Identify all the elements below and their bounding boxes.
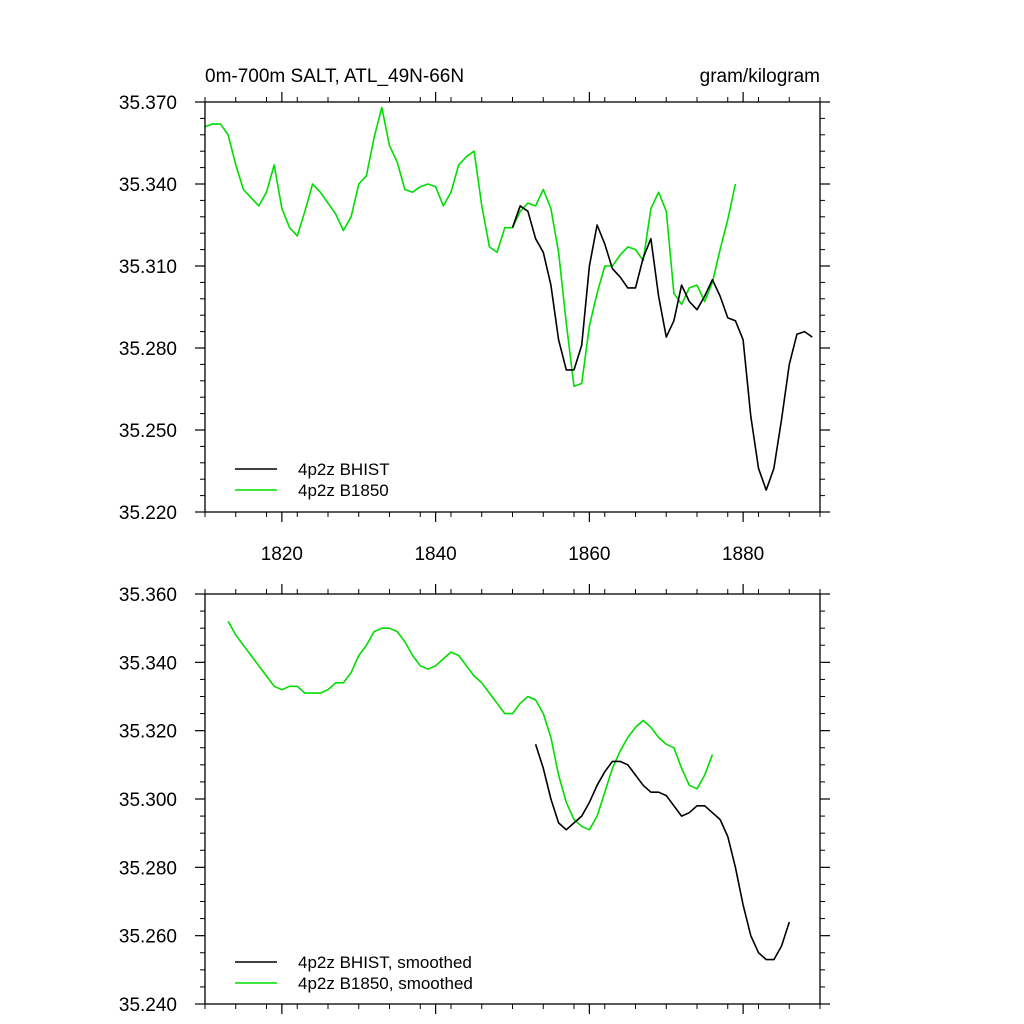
y-tick-label: 35.280 bbox=[119, 339, 177, 360]
y-tick-label: 35.370 bbox=[119, 93, 177, 114]
bottom-axes: 35.240 35.260 35.280 35.300 35.320 35.340 35.3… bbox=[119, 584, 830, 1016]
bottom-plot-frame bbox=[204, 593, 821, 1005]
top-title-right: gram/kilogram bbox=[700, 66, 820, 87]
x-tick-label: 1820 bbox=[261, 544, 303, 565]
y-tick-label: 35.250 bbox=[119, 421, 177, 442]
y-tick-label: 35.310 bbox=[119, 257, 177, 278]
legend-label-b1850-smoothed: 4p2z B1850, smoothed bbox=[298, 974, 473, 993]
y-tick-label: 35.320 bbox=[119, 722, 177, 743]
top-axes: 35.220 35.250 35.280 35.310 35.340 35.370 1820… bbox=[119, 92, 830, 565]
top-plot-frame bbox=[204, 101, 821, 513]
y-tick-label: 35.260 bbox=[119, 927, 177, 948]
x-tick-label: 1860 bbox=[568, 544, 610, 565]
y-tick-label: 35.360 bbox=[119, 585, 177, 606]
series-line-bhist bbox=[534, 744, 791, 961]
legend-label-bhist: 4p2z BHIST bbox=[298, 460, 390, 479]
legend-label-bhist-smoothed: 4p2z BHIST, smoothed bbox=[298, 953, 472, 972]
series-line-b1850 bbox=[204, 106, 737, 388]
y-tick-label: 35.220 bbox=[119, 503, 177, 524]
top-title-left: 0m-700m SALT, ATL_49N-66N bbox=[205, 66, 464, 87]
y-tick-label: 35.240 bbox=[119, 995, 177, 1016]
x-tick-label: 1840 bbox=[414, 544, 456, 565]
y-tick-label: 35.340 bbox=[119, 653, 177, 674]
top-panel: 0m-700m SALT, ATL_49N-66N gram/kilogram … bbox=[119, 66, 830, 565]
series-line-bhist bbox=[511, 205, 813, 491]
bottom-legend: 4p2z BHIST, smoothed 4p2z B1850, smoothe… bbox=[235, 953, 473, 993]
bottom-panel: 35.240 35.260 35.280 35.300 35.320 35.340 35.3… bbox=[119, 584, 830, 1016]
y-tick-label: 35.300 bbox=[119, 790, 177, 811]
series-line-b1850 bbox=[227, 620, 714, 831]
top-series-lines bbox=[204, 106, 813, 491]
top-legend: 4p2z BHIST 4p2z B1850 bbox=[235, 460, 390, 500]
bottom-series-lines bbox=[227, 620, 791, 961]
y-tick-label: 35.280 bbox=[119, 858, 177, 879]
y-tick-label: 35.340 bbox=[119, 175, 177, 196]
legend-label-b1850: 4p2z B1850 bbox=[298, 481, 389, 500]
x-tick-label: 1880 bbox=[722, 544, 764, 565]
